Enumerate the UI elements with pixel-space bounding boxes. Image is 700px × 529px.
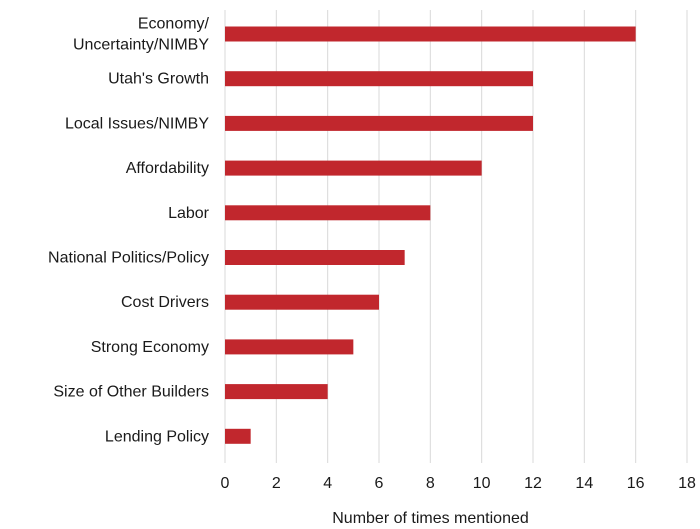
x-tick-label: 6 [375,475,384,492]
x-tick-label: 18 [678,475,696,492]
x-tick-label: 12 [524,475,542,492]
category-labels: Economy/Uncertainty/NIMBY Utah's Growth Lo… [48,16,210,446]
x-tick-labels: 0 2 4 6 8 10 12 14 16 18 [221,475,696,492]
x-axis-title: Number of times mentioned [332,510,529,527]
category-label-line: Lending Policy [105,428,209,445]
category-label: Utah's Growth [108,71,209,88]
bar [225,339,354,355]
bar [225,71,533,87]
category-label: Cost Drivers [121,294,209,311]
x-tick-label: 10 [473,475,491,492]
category-label-line: Affordability [126,160,209,177]
category-label-line: Uncertainty/NIMBY [73,37,209,54]
bar [225,160,482,176]
category-label: Lending Policy [105,428,209,445]
category-label-line: Strong Economy [91,339,209,356]
bars [225,26,636,444]
category-label: Strong Economy [91,339,209,356]
x-tick-label: 8 [426,475,435,492]
x-tick-label: 0 [221,475,230,492]
category-label: Labor [168,205,210,222]
category-label-line: Local Issues/NIMBY [65,115,209,132]
category-label-line: Labor [168,205,210,222]
category-label-line: National Politics/Policy [48,250,209,267]
category-label: Economy/Uncertainty/NIMBY [73,16,210,54]
x-tick-label: 2 [272,475,281,492]
category-label: Size of Other Builders [53,384,209,401]
category-label: Affordability [126,160,209,177]
x-tick-label: 4 [323,475,332,492]
bar [225,384,328,400]
category-label: National Politics/Policy [48,250,209,267]
category-label: Local Issues/NIMBY [65,115,209,132]
bar [225,115,533,131]
category-label-line: Cost Drivers [121,294,209,311]
bar [225,294,379,310]
x-tick-label: 14 [575,475,593,492]
bar [225,205,431,221]
x-tick-label: 16 [627,475,645,492]
bar [225,250,405,265]
category-label-line: Size of Other Builders [53,384,209,401]
category-label-line: Economy/ [138,16,210,33]
bar [225,26,636,42]
category-label-line: Utah's Growth [108,71,209,88]
bar [225,428,251,444]
